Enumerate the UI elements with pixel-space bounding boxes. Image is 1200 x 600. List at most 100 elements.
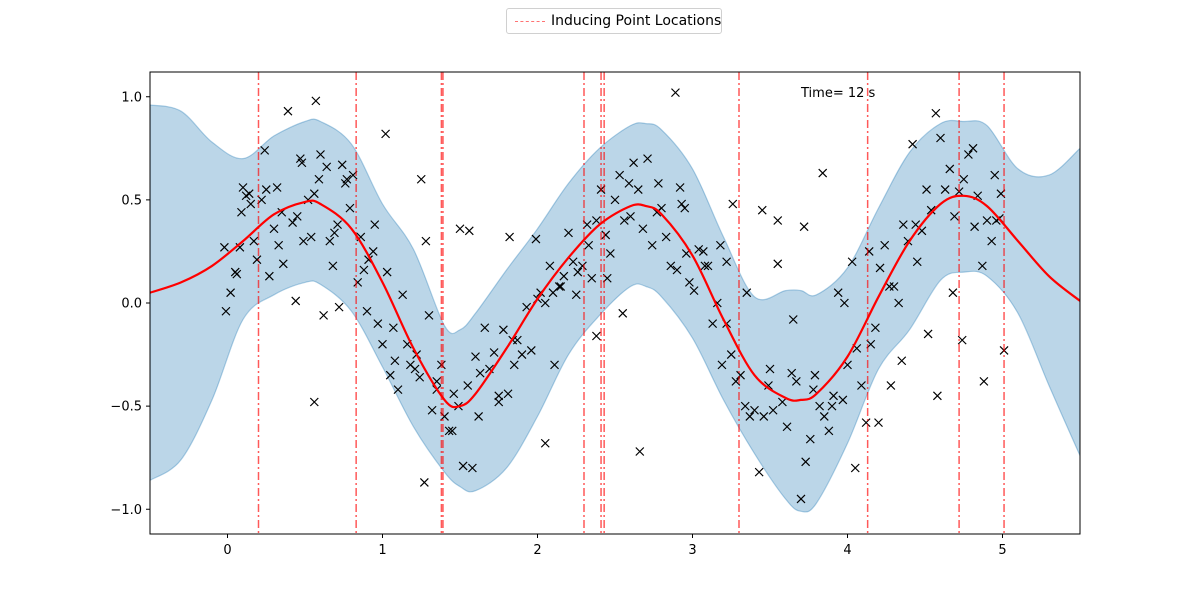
observation-point — [615, 170, 625, 180]
y-tick-label: −0.5 — [110, 400, 142, 415]
observation-point — [573, 267, 583, 277]
observation-point — [272, 183, 282, 192]
observation-point — [398, 290, 408, 300]
observation-point — [494, 397, 504, 407]
observation-point — [421, 236, 431, 246]
observation-point — [722, 257, 732, 267]
observation-point — [591, 331, 601, 341]
observation-point — [474, 412, 484, 421]
observation-point — [726, 350, 736, 359]
observation-point — [922, 185, 931, 194]
x-tick-label: 3 — [688, 543, 696, 558]
observation-point — [334, 302, 344, 312]
observation-point — [314, 174, 324, 184]
observation-point — [810, 370, 820, 380]
observation-point — [839, 298, 849, 308]
observation-point — [898, 220, 908, 230]
observation-point — [526, 346, 536, 355]
x-tick-label: 0 — [223, 543, 231, 558]
observation-point — [419, 478, 429, 487]
observation-point — [494, 391, 504, 401]
observation-point — [977, 261, 987, 271]
observation-point — [936, 133, 945, 143]
observation-point — [926, 205, 936, 215]
observation-point — [824, 426, 834, 436]
observation-point — [787, 368, 797, 378]
observation-point — [666, 261, 676, 271]
observation-point — [237, 207, 246, 217]
mean-curve — [150, 194, 1080, 409]
observation-point — [745, 412, 755, 421]
observation-point — [653, 178, 663, 188]
observation-point — [381, 129, 391, 139]
observation-point — [288, 218, 298, 227]
observation-point — [333, 220, 342, 230]
observation-point — [672, 265, 682, 275]
legend-label: Inducing Point Locations — [551, 13, 722, 29]
observation-point — [509, 360, 519, 370]
observation-point — [548, 288, 558, 298]
observation-point — [979, 376, 989, 386]
observation-point — [740, 401, 750, 411]
observation-point — [777, 397, 787, 407]
observation-point — [619, 216, 629, 225]
observation-point — [584, 240, 594, 250]
observation-point — [591, 216, 601, 225]
observation-point — [292, 211, 302, 221]
observation-point — [564, 228, 573, 238]
observation-point — [847, 257, 857, 267]
observation-point — [390, 356, 400, 366]
observation-point — [337, 160, 347, 170]
observation-point — [819, 412, 829, 421]
observation-point — [226, 288, 236, 298]
observation-point — [870, 323, 880, 333]
observation-point — [874, 418, 883, 428]
observation-point — [458, 461, 468, 471]
observation-point — [931, 108, 941, 118]
observation-point — [505, 232, 515, 242]
observation-point — [894, 298, 904, 308]
observation-point — [875, 263, 885, 273]
observation-point — [368, 247, 378, 256]
observation-point — [818, 168, 828, 178]
observation-point — [385, 370, 395, 380]
observation-point — [742, 288, 752, 298]
observation-point — [945, 164, 955, 174]
observation-point — [424, 310, 434, 320]
observation-point — [677, 199, 687, 209]
observation-point — [601, 230, 611, 240]
observation-point — [754, 467, 764, 477]
observation-point — [467, 463, 477, 473]
observation-point — [498, 325, 508, 335]
observation-point — [796, 494, 806, 504]
observation-point — [624, 178, 634, 188]
observation-point — [447, 426, 457, 436]
observation-point — [246, 199, 256, 209]
observation-point — [717, 360, 727, 370]
observation-point — [309, 397, 319, 407]
observation-point — [382, 267, 392, 277]
observation-point — [773, 216, 783, 225]
observation-point — [708, 319, 718, 329]
observation-point — [629, 158, 639, 168]
observation-point — [610, 195, 620, 205]
observation-point — [750, 405, 759, 415]
observation-point — [545, 261, 555, 271]
observation-point — [540, 438, 550, 448]
observation-point — [857, 381, 866, 390]
observation-point — [219, 242, 229, 252]
observation-point — [475, 368, 485, 378]
observation-point — [325, 236, 335, 246]
observation-point — [694, 244, 704, 254]
observation-point — [940, 185, 950, 194]
observation-point — [671, 88, 680, 98]
observation-point — [990, 170, 1000, 180]
observation-point — [912, 257, 922, 267]
observation-point — [782, 422, 792, 432]
observation-point — [264, 271, 274, 281]
observation-point — [728, 199, 738, 209]
observation-point — [959, 174, 969, 184]
observation-point — [788, 315, 798, 324]
observation-point — [244, 189, 254, 199]
observation-point — [850, 463, 860, 473]
